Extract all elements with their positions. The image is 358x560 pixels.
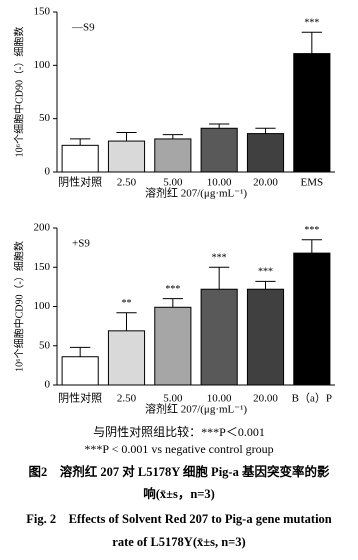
x-tick-label: 10.00: [207, 177, 232, 189]
bar: [293, 252, 331, 386]
caption-en: Fig. 2 Effects of Solvent Red 207 to Pig…: [26, 512, 332, 526]
caption-cn: 响(x̄±s，n=3): [143, 486, 215, 501]
x-tick-label: 10.00: [207, 393, 232, 405]
bar: [200, 127, 238, 173]
x-tick-label: 20.00: [253, 177, 278, 189]
x-tick-label: B（a）P: [292, 392, 332, 405]
bar: [200, 288, 238, 386]
y-tick-label: 100: [34, 300, 51, 312]
y-tick-label: 0: [45, 379, 51, 391]
bar: [154, 138, 192, 173]
y-tick-label: 0: [45, 166, 51, 178]
bar: [61, 144, 99, 173]
x-tick-label: 2.50: [117, 393, 137, 405]
legend: —S9: [71, 22, 95, 34]
bar: [293, 53, 331, 173]
x-tick-label: 5.00: [163, 177, 183, 189]
significance-label: ***: [304, 225, 319, 236]
x-tick-label: EMS: [301, 177, 324, 189]
significance-label: ***: [212, 253, 227, 264]
significance-label: **: [122, 298, 132, 309]
note-en: ***P < 0.001 vs negative control group: [84, 442, 273, 456]
y-axis-label: 10⁶个细胞中CD90（-）细胞数: [12, 241, 25, 372]
y-tick-label: 50: [39, 339, 51, 351]
x-axis-label: 溶剂红 207/(μg·mL⁻¹): [145, 186, 247, 200]
caption-en: rate of L5178Y(x̄±s, n=3): [112, 535, 245, 549]
bar: [246, 288, 285, 386]
legend: +S9: [72, 238, 90, 250]
x-tick-label: 20.00: [253, 393, 278, 405]
y-tick-label: 150: [34, 261, 51, 273]
bar: [107, 140, 146, 173]
y-tick-label: 200: [34, 222, 51, 234]
significance-label: ***: [258, 267, 273, 278]
bar: [246, 133, 285, 173]
y-tick-label: 150: [34, 6, 51, 18]
x-tick-label: 阴性对照: [58, 391, 102, 405]
y-tick-label: 100: [34, 59, 51, 71]
bar: [61, 356, 99, 386]
x-tick-label: 阴性对照: [58, 175, 102, 189]
note-cn: 与阴性对照组比较：***P＜0.001: [93, 424, 265, 439]
bar: [154, 306, 192, 386]
caption-cn: 图2 溶剂红 207 对 L5178Y 细胞 Pig-a 基因突变率的影: [29, 464, 330, 479]
y-axis-label: 10⁶个细胞中CD90（-）细胞数: [12, 27, 25, 158]
x-axis-label: 溶剂红 207/(μg·mL⁻¹): [145, 402, 247, 416]
x-tick-label: 2.50: [117, 177, 137, 189]
significance-label: ***: [165, 284, 180, 295]
bar: [107, 330, 146, 386]
y-tick-label: 50: [39, 112, 51, 124]
significance-label: ***: [304, 18, 319, 29]
x-tick-label: 5.00: [163, 393, 183, 405]
